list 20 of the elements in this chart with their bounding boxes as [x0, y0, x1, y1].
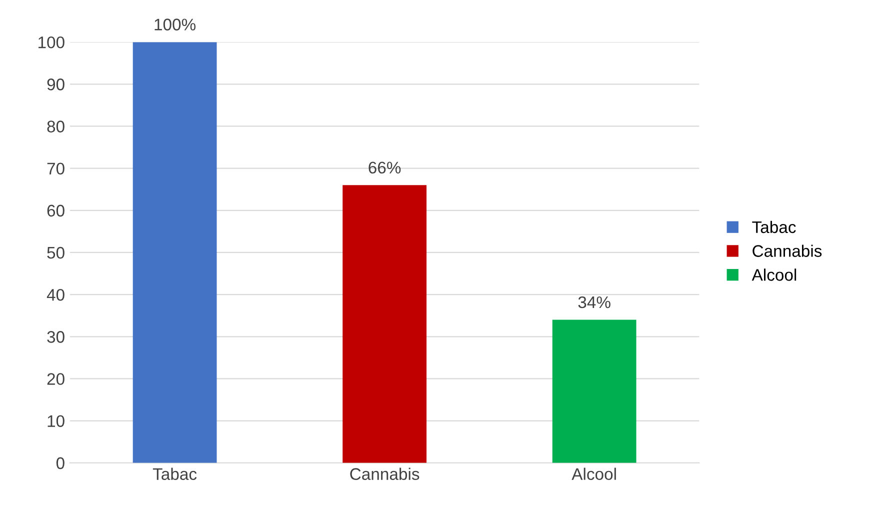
x-tick-label: Tabac [152, 468, 197, 480]
data-label: 100% [154, 18, 196, 30]
y-tick-label: 20 [47, 373, 64, 385]
y-tick-label: 100 [38, 36, 64, 48]
legend-label: Tabac [752, 220, 796, 234]
y-tick-label: 90 [47, 78, 64, 90]
y-tick-label: 40 [46, 288, 64, 301]
x-tick-label: Cannabis [350, 468, 420, 480]
y-tick-label: 60 [47, 204, 64, 217]
x-tick-label: Alcool [572, 468, 616, 480]
y-tick-label: 10 [48, 415, 64, 428]
legend-label: Cannabis [752, 244, 822, 257]
y-tick-label: 0 [56, 457, 64, 470]
y-tick-label: 30 [47, 331, 64, 343]
y-tick-label: 80 [47, 120, 64, 132]
legend-label: Alcool [752, 268, 796, 281]
y-tick-label: 50 [47, 246, 64, 259]
data-label: 66% [368, 162, 401, 174]
y-tick-label: 70 [47, 162, 64, 175]
data-label: 34% [578, 296, 610, 308]
